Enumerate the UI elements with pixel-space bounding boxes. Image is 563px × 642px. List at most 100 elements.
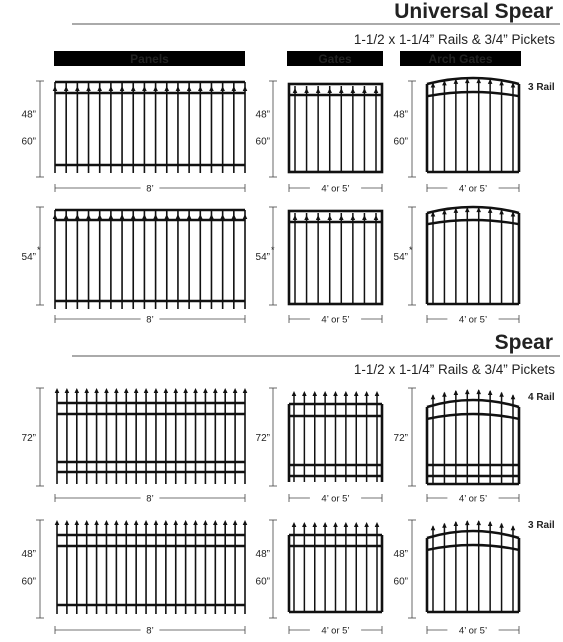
picket-spear-tip bbox=[108, 86, 114, 91]
picket-spear-tip bbox=[84, 520, 89, 525]
height-labels: 72” bbox=[256, 433, 270, 444]
picket-spear-tip bbox=[54, 388, 60, 393]
picket-spear-tip bbox=[94, 520, 99, 525]
height-dimension-line bbox=[36, 387, 44, 487]
picket-spear-tip bbox=[430, 82, 436, 88]
picket-spear-tip bbox=[487, 207, 493, 213]
width-dimension: 4’ or 5’ bbox=[426, 184, 520, 195]
picket-spear-tip bbox=[327, 88, 333, 93]
picket-spear-tip bbox=[362, 88, 367, 93]
width-dimension: 4’ or 5’ bbox=[426, 626, 520, 637]
picket-spear-tip bbox=[322, 522, 328, 527]
picket-spear-tip bbox=[163, 388, 169, 393]
arch-gate bbox=[425, 520, 521, 614]
arch-rail bbox=[426, 398, 520, 409]
picket-spear-tip bbox=[430, 525, 436, 531]
picket-spear-tip bbox=[304, 215, 309, 220]
height-label: 60” bbox=[394, 136, 408, 147]
height-dimension-line bbox=[269, 519, 277, 619]
picket-spear-tip bbox=[97, 214, 103, 219]
picket-spear-tip bbox=[114, 520, 119, 525]
width-label: 4’ or 5’ bbox=[321, 184, 349, 195]
height-labels: 48” 60” bbox=[256, 109, 270, 147]
row-universal-54: 54”*8’54”*4’ or 5’54”*4’ or 5’ bbox=[22, 205, 521, 326]
picket-spear-tip bbox=[173, 388, 179, 393]
row-spear-72: 72” 8’ 72” 4’ or 5’ 72” 4’ or 5’ 4 Rail bbox=[22, 387, 555, 505]
picket-spear-tip bbox=[164, 214, 170, 219]
picket-spear-tip bbox=[499, 209, 504, 215]
picket-spear-tip bbox=[153, 388, 159, 393]
width-dimension: 4’ or 5’ bbox=[288, 626, 383, 637]
picket-spear-tip bbox=[476, 78, 482, 84]
picket-spear-tip bbox=[143, 520, 149, 525]
picket-spear-tip bbox=[75, 214, 80, 219]
height-dimension-line bbox=[408, 80, 416, 178]
width-label: 4’ or 5’ bbox=[459, 184, 487, 195]
picket-spear-tip bbox=[213, 520, 218, 525]
picket-spear-tip bbox=[373, 88, 379, 93]
section-subtitle: 1-1/2 x 1-1/4” Rails & 3/4” Pickets bbox=[354, 32, 555, 47]
picket-spear-tip bbox=[453, 389, 459, 395]
height-label: 48” bbox=[394, 109, 408, 120]
picket-spear-tip bbox=[302, 522, 307, 527]
height-labels: 48” 60” bbox=[394, 109, 408, 147]
picket-spear-tip bbox=[291, 391, 297, 396]
picket-spear-tip bbox=[242, 520, 248, 525]
height-dimension-line bbox=[36, 80, 44, 178]
arch-gate bbox=[425, 76, 521, 174]
arch-rail bbox=[426, 205, 520, 215]
height-label: 72” bbox=[394, 433, 408, 444]
width-label: 8’ bbox=[146, 184, 153, 195]
width-dimension: 8’ bbox=[54, 315, 246, 326]
picket-spear-tip bbox=[94, 388, 99, 393]
picket-spear-tip bbox=[476, 520, 482, 526]
picket-spear-tip bbox=[499, 80, 504, 86]
picket-spear-tip bbox=[464, 389, 470, 395]
picket-spear-tip bbox=[364, 522, 369, 527]
width-dimension: 4’ or 5’ bbox=[426, 315, 520, 326]
picket-spear-tip bbox=[312, 391, 318, 396]
picket-spear-tip bbox=[222, 520, 228, 525]
picket-spear-tip bbox=[364, 391, 369, 396]
picket-spear-tip bbox=[510, 211, 516, 217]
picket-spear-tip bbox=[453, 520, 459, 526]
picket-spear-tip bbox=[220, 214, 225, 219]
height-label: 60” bbox=[256, 577, 270, 588]
width-label: 4’ or 5’ bbox=[321, 494, 349, 505]
arch-rail bbox=[426, 218, 520, 226]
height-dimension-line bbox=[269, 80, 277, 178]
arch-gate bbox=[425, 205, 521, 306]
picket-spear-tip bbox=[193, 520, 198, 525]
height-label: 48” bbox=[256, 109, 270, 120]
row-universal-48-60: 48” 60” 8’ 48” 60” 4’ or 5’ 48” 60” 4’ or 5’ 3 Ra… bbox=[22, 76, 555, 195]
height-labels: 54”* bbox=[22, 245, 41, 263]
picket-spear-tip bbox=[142, 214, 147, 219]
picket-spear-tip bbox=[186, 86, 192, 91]
height-labels: 72” bbox=[394, 433, 408, 444]
rail-note: 4 Rail bbox=[528, 392, 555, 403]
picket-spear-tip bbox=[242, 214, 248, 219]
picket-spear-tip bbox=[464, 78, 470, 84]
width-dimension: 4’ or 5’ bbox=[288, 315, 383, 326]
height-marker: * bbox=[271, 245, 275, 255]
height-labels: 48” 60” bbox=[22, 109, 36, 147]
section-title: Spear bbox=[495, 331, 553, 354]
height-label: 60” bbox=[256, 136, 270, 147]
picket-spear-tip bbox=[453, 207, 459, 213]
gate-frame bbox=[287, 209, 384, 306]
picket-spear-tip bbox=[86, 214, 91, 219]
picket-spear-tip bbox=[220, 86, 225, 91]
height-label: 72” bbox=[256, 433, 270, 444]
picket-spear-tip bbox=[304, 88, 309, 93]
width-dimension: 4’ or 5’ bbox=[288, 494, 383, 505]
picket-spear-tip bbox=[183, 388, 188, 393]
picket-spear-tip bbox=[362, 215, 367, 220]
arch-rail bbox=[426, 90, 520, 98]
gate bbox=[287, 522, 384, 614]
section-title: Universal Spear bbox=[394, 0, 553, 23]
arch-rail bbox=[426, 76, 520, 86]
picket-spear-tip bbox=[232, 388, 238, 393]
gate bbox=[287, 209, 384, 306]
picket-spear-tip bbox=[104, 520, 109, 525]
picket-spear-tip bbox=[302, 391, 307, 396]
